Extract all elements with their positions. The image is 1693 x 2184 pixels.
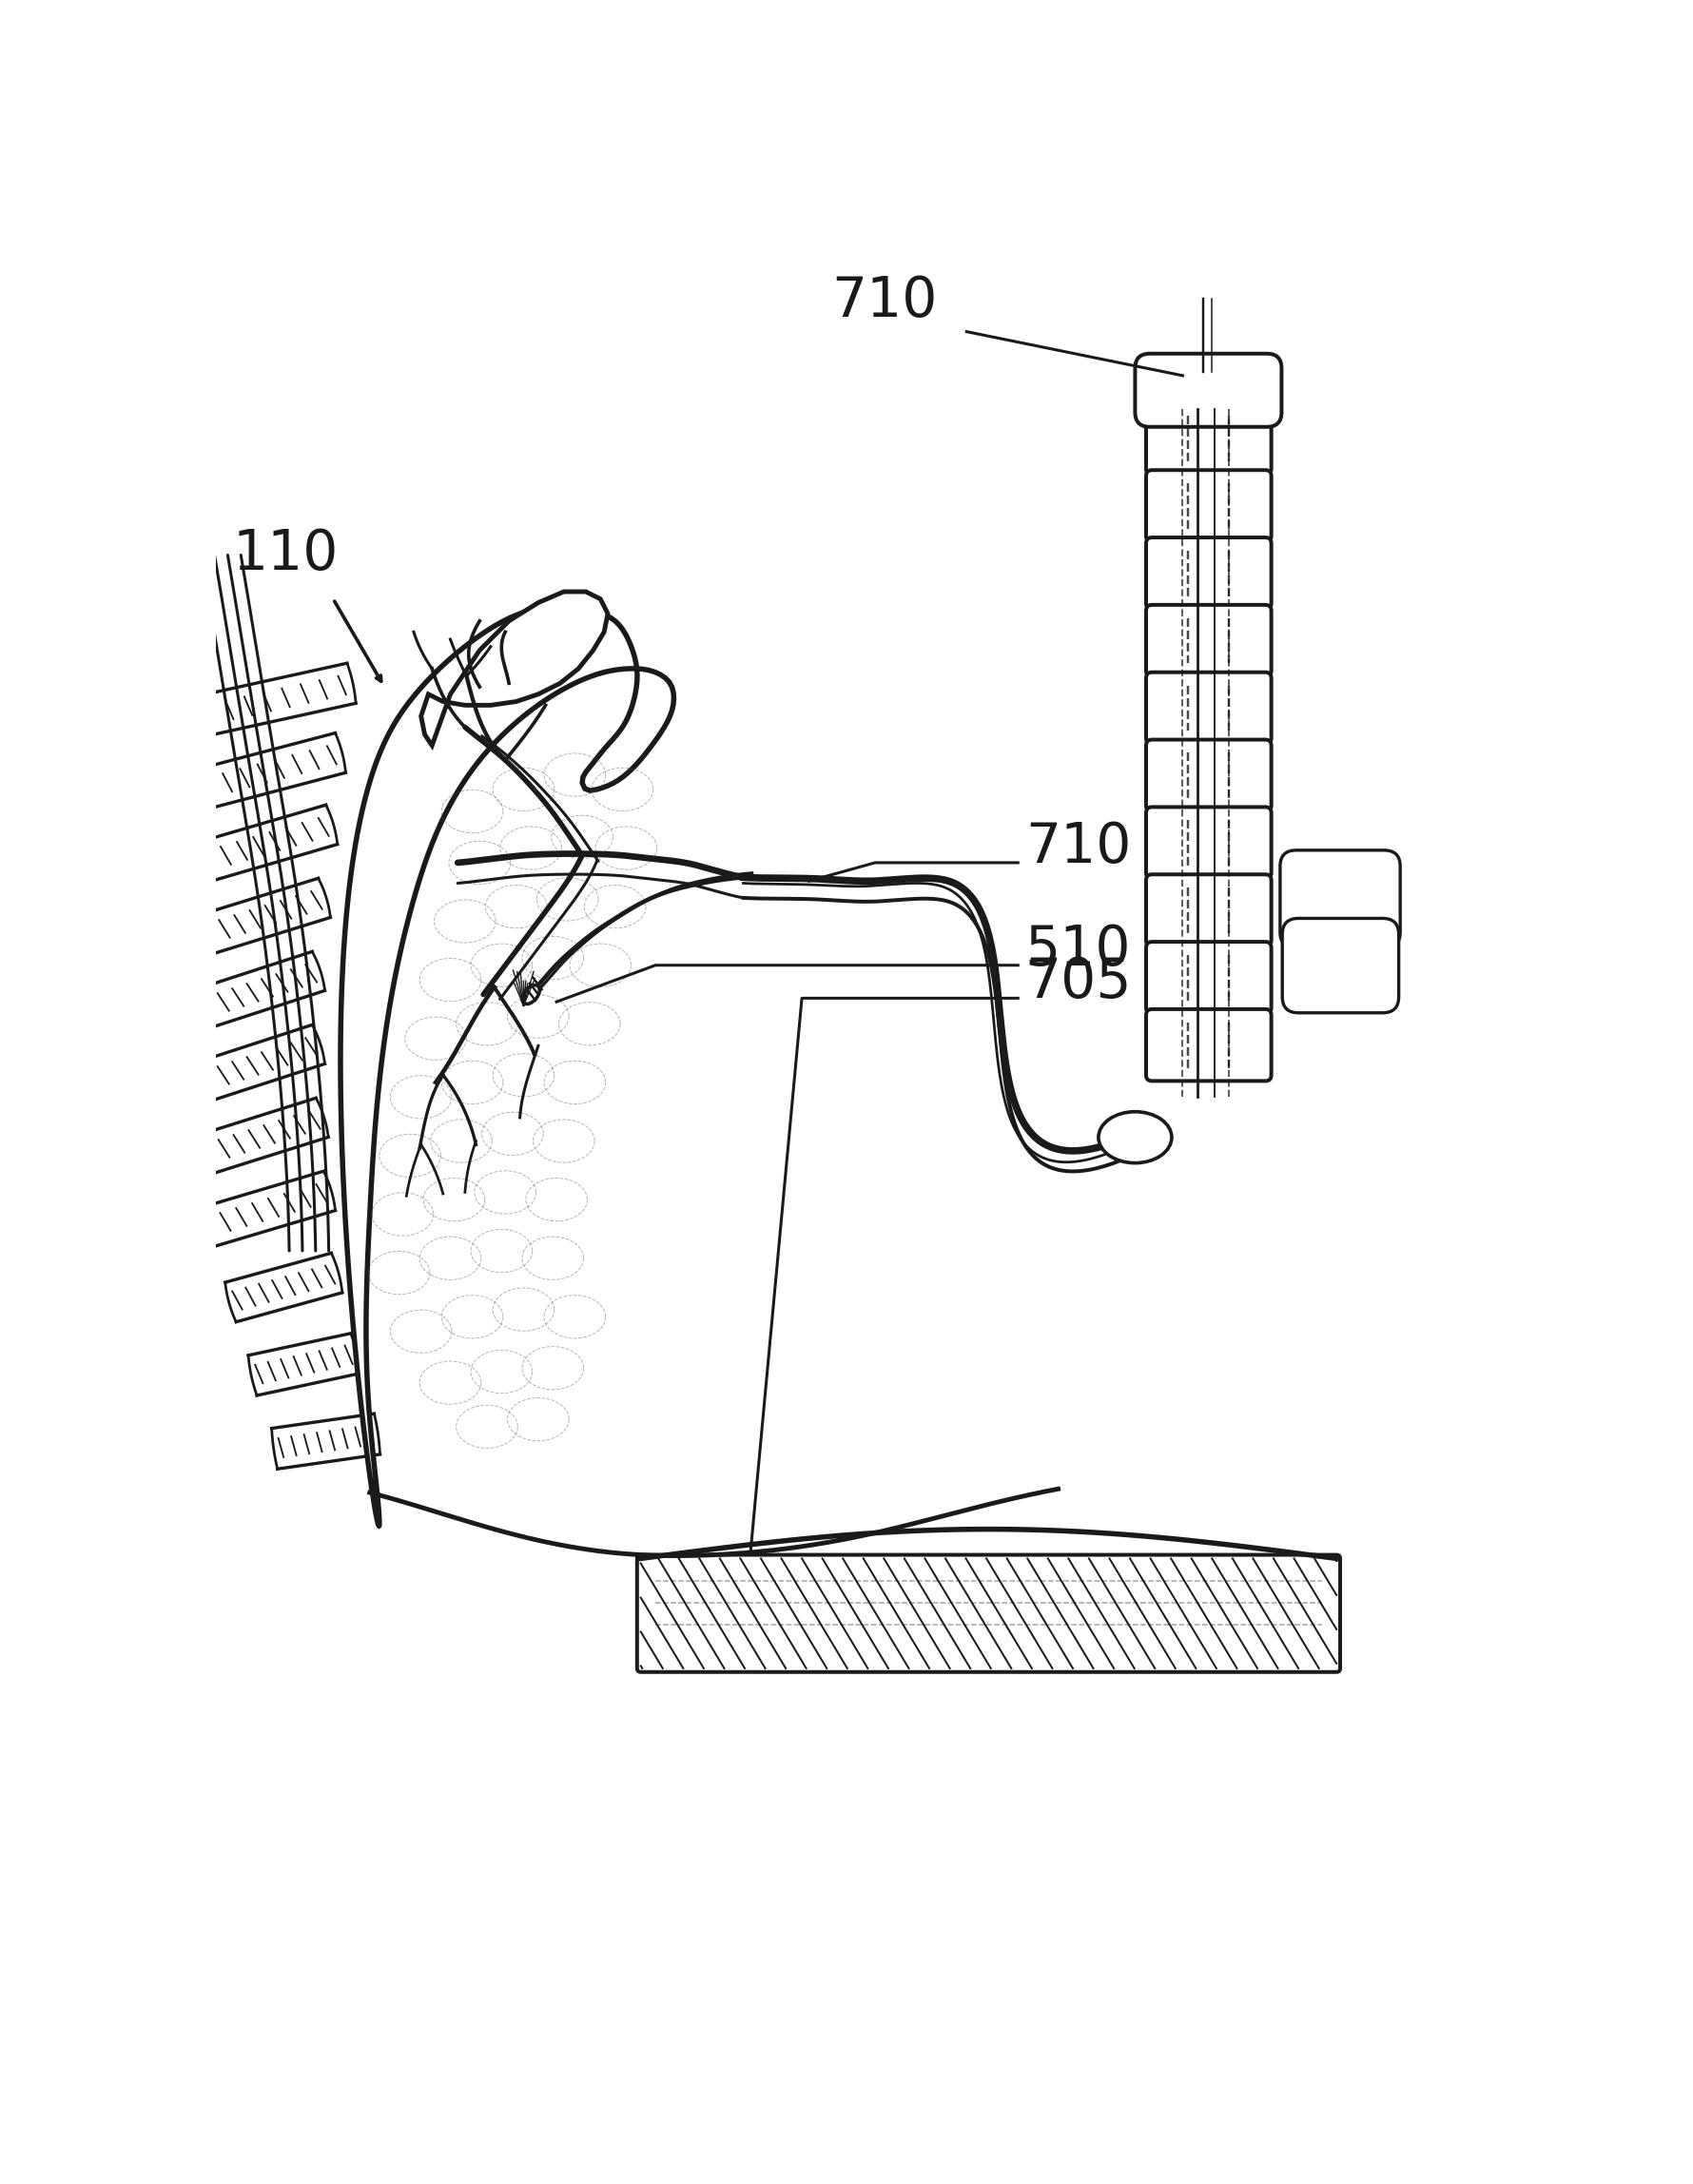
FancyBboxPatch shape	[1146, 808, 1271, 878]
FancyBboxPatch shape	[1146, 537, 1271, 609]
FancyBboxPatch shape	[637, 1555, 1339, 1673]
Text: 710: 710	[831, 275, 936, 328]
FancyBboxPatch shape	[1282, 917, 1398, 1013]
Polygon shape	[422, 592, 608, 745]
Ellipse shape	[521, 985, 540, 1005]
FancyBboxPatch shape	[1146, 941, 1271, 1013]
FancyBboxPatch shape	[1146, 740, 1271, 812]
Text: 110: 110	[232, 526, 339, 581]
FancyBboxPatch shape	[1134, 354, 1282, 426]
Text: 710: 710	[1024, 819, 1131, 874]
FancyBboxPatch shape	[1146, 470, 1271, 542]
FancyBboxPatch shape	[1280, 850, 1400, 948]
FancyBboxPatch shape	[1146, 1009, 1271, 1081]
Polygon shape	[340, 607, 674, 1527]
FancyBboxPatch shape	[1146, 874, 1271, 946]
FancyBboxPatch shape	[1146, 605, 1271, 677]
Ellipse shape	[1097, 1112, 1172, 1162]
FancyBboxPatch shape	[1146, 673, 1271, 745]
Text: 510: 510	[1024, 922, 1131, 976]
FancyBboxPatch shape	[1146, 402, 1271, 474]
Text: 705: 705	[1024, 954, 1131, 1009]
